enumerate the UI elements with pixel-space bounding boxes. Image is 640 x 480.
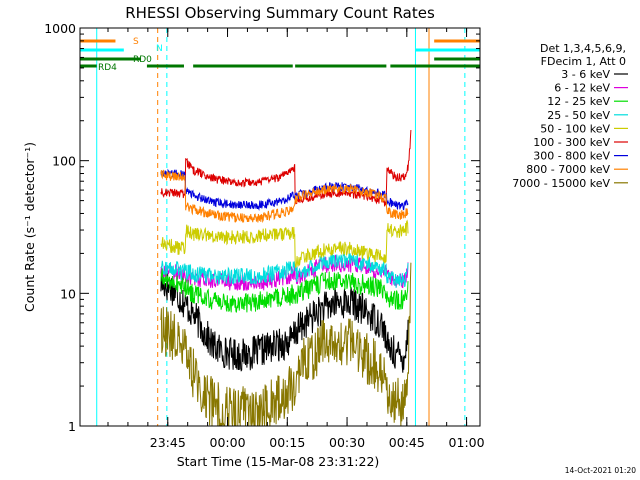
y-axis-label: Count Rate (s⁻¹ detector⁻¹) bbox=[22, 142, 37, 312]
series-3-line bbox=[160, 252, 409, 288]
x-tick-label-0: 23:45 bbox=[150, 435, 186, 450]
series-1-line bbox=[160, 254, 409, 291]
series-7-line bbox=[160, 169, 409, 224]
x-tick-label-1: 00:00 bbox=[210, 435, 246, 450]
footer-timestamp: 14-Oct-2021 01:20 bbox=[565, 466, 636, 475]
x-tick-label-5: 01:00 bbox=[449, 435, 485, 450]
flag-label-1: N bbox=[156, 44, 163, 54]
legend-label-8: 7000 - 15000 keV bbox=[512, 177, 610, 190]
flag-label-3: RD4 bbox=[98, 63, 117, 73]
event-lines bbox=[96, 28, 466, 426]
chart-title: RHESSI Observing Summary Count Rates bbox=[125, 4, 435, 22]
legend-label-5: 100 - 300 keV bbox=[533, 136, 610, 149]
legend-label-1: 6 - 12 keV bbox=[554, 82, 610, 95]
flags-layer: S N RD0 RD4 bbox=[80, 37, 480, 73]
series-0-line bbox=[160, 272, 409, 373]
legend-header-1: Det 1,3,4,5,6,9, bbox=[540, 42, 626, 55]
legend-label-2: 12 - 25 keV bbox=[547, 95, 610, 108]
x-tick-label-4: 00:45 bbox=[389, 435, 425, 450]
y-tick-label-3: 1000 bbox=[44, 21, 76, 36]
x-tick-label-2: 00:15 bbox=[269, 435, 305, 450]
y-tick-label-1: 10 bbox=[60, 286, 76, 301]
series-layer bbox=[160, 129, 412, 427]
flag-label-2: RD0 bbox=[133, 55, 152, 65]
series-8-line bbox=[160, 262, 412, 427]
legend-label-0: 3 - 6 keV bbox=[561, 68, 610, 81]
flag-label-0: S bbox=[133, 37, 139, 47]
plot-frame bbox=[79, 27, 481, 427]
legend-header-2: FDecim 1, Att 0 bbox=[541, 55, 626, 68]
x-axis: 23:45 00:00 00:15 00:30 00:45 01:00 bbox=[107, 28, 485, 450]
y-axis: 1 10 100 1000 bbox=[44, 21, 480, 434]
y-tick-label-2: 100 bbox=[52, 154, 76, 169]
x-tick-label-3: 00:30 bbox=[329, 435, 365, 450]
series-4-line bbox=[160, 219, 409, 268]
legend-label-6: 300 - 800 keV bbox=[533, 150, 610, 163]
x-axis-label: Start Time (15-Mar-08 23:31:22) bbox=[177, 454, 380, 469]
legend: Det 1,3,4,5,6,9, FDecim 1, Att 0 3 - 6 k… bbox=[512, 42, 628, 190]
legend-label-4: 50 - 100 keV bbox=[540, 122, 610, 135]
series-6-line bbox=[160, 168, 409, 211]
legend-label-7: 800 - 7000 keV bbox=[526, 163, 610, 176]
series-2-line bbox=[160, 268, 409, 313]
y-tick-label-0: 1 bbox=[68, 419, 76, 434]
legend-label-3: 25 - 50 keV bbox=[547, 109, 610, 122]
